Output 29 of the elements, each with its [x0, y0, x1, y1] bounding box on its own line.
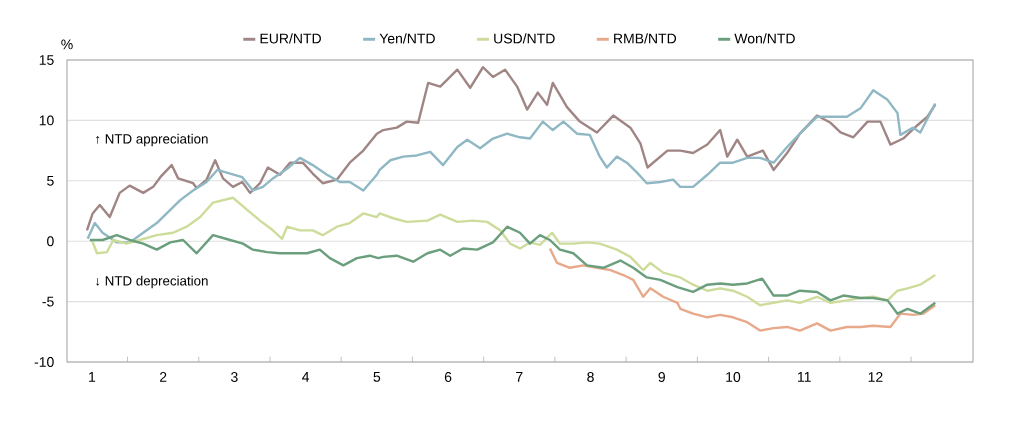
y-tick-label: 15: [39, 55, 54, 65]
y-tick-label: 0: [47, 236, 54, 247]
x-tick-label: 10: [726, 372, 741, 382]
line-series: [548, 247, 937, 332]
y-tick-label: 10: [39, 115, 54, 126]
x-tick-label: 7: [516, 372, 523, 382]
x-tick-label: 1: [89, 372, 96, 382]
line-series: [85, 66, 937, 232]
y-tick-label: -5: [42, 296, 54, 307]
legend-label: USD/NTD: [494, 33, 555, 44]
legend-label: RMB/NTD: [614, 33, 677, 44]
x-tick-label: 2: [159, 372, 167, 382]
x-tick-label: 5: [373, 372, 381, 382]
x-tick-label: 11: [798, 372, 811, 382]
legend-label: Yen/NTD: [379, 33, 435, 44]
legend-label: Won/NTD: [734, 33, 795, 44]
x-tick-label: 6: [444, 372, 452, 382]
x-tick-label: 4: [302, 372, 310, 382]
annotation: ↓ NTD depreciation: [96, 275, 208, 289]
x-tick-label: 9: [658, 372, 665, 382]
legend-label: EUR/NTD: [260, 33, 321, 44]
line-series: [90, 196, 937, 307]
y-tick-label: 5: [47, 175, 54, 186]
annotation: ↑ NTD appreciation: [96, 133, 208, 147]
x-tick-label: 8: [587, 372, 594, 382]
x-tick-label: 12: [868, 372, 883, 382]
y-axis-title: %: [61, 39, 73, 50]
x-tick-label: 3: [231, 372, 238, 382]
y-tick-label: -10: [34, 357, 54, 367]
